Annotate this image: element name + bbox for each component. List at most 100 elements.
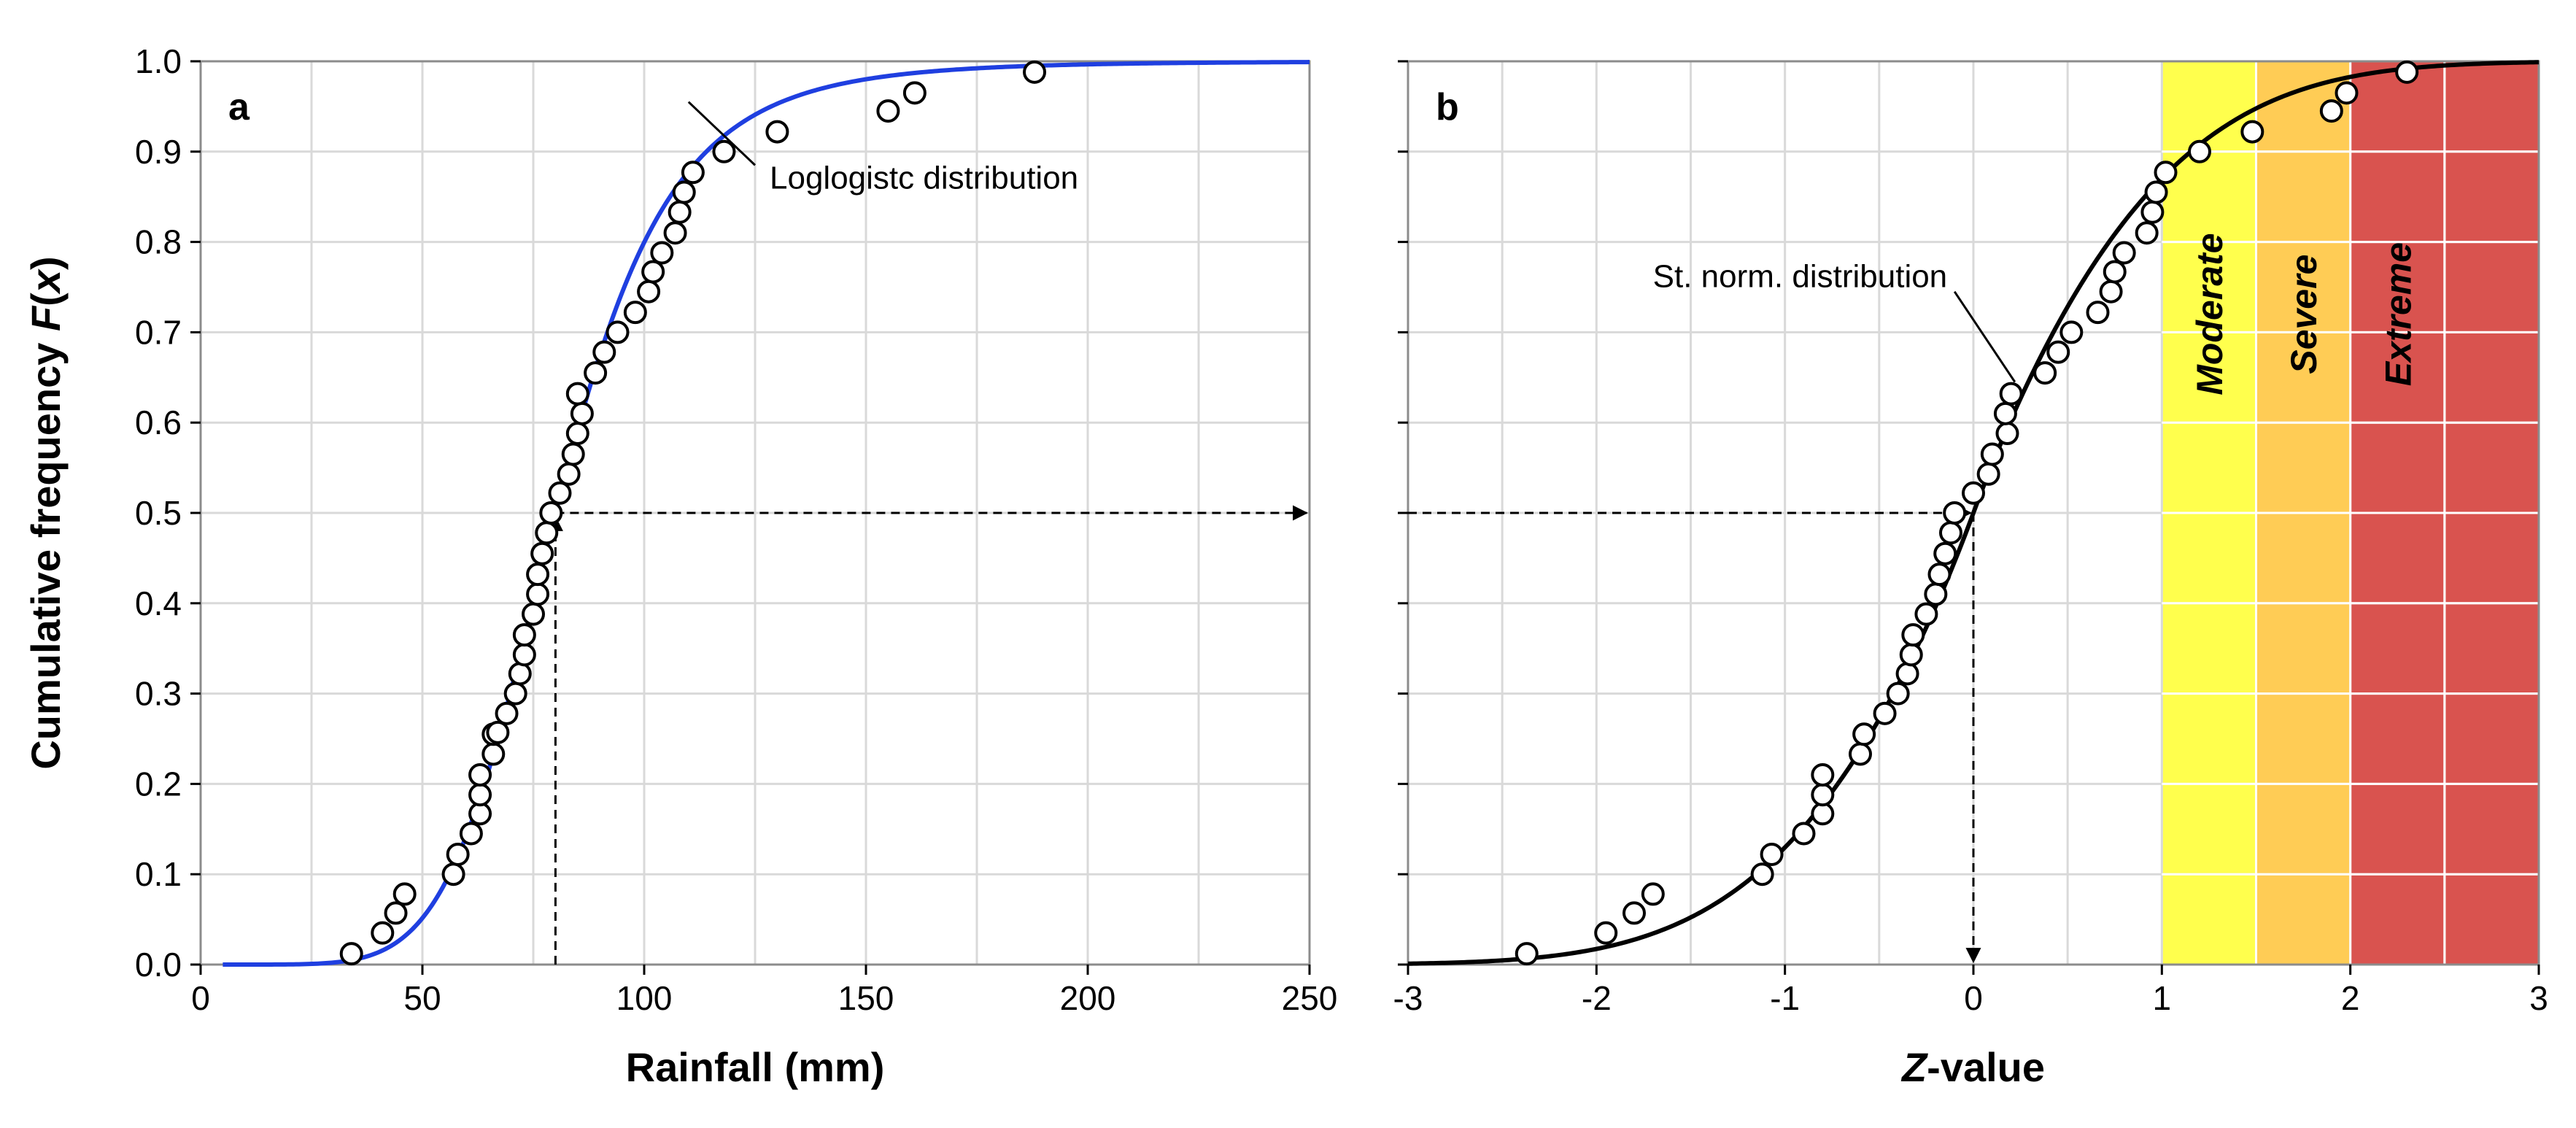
panel-a-observed-point-21 <box>530 541 554 565</box>
panel-b-zone-label-moderate: Moderate <box>2189 233 2230 395</box>
panel-a-x-tick-label-0: 0 <box>191 979 210 1017</box>
panel-a-y-tick-label-6: 0.6 <box>135 403 182 441</box>
panel-b-observed-point-16 <box>1901 623 1925 647</box>
panel-b-observed-point-10 <box>1849 742 1872 766</box>
panel-a-y-axis-title-part-3: x <box>23 268 69 295</box>
panel-b-observed-point-41 <box>2240 120 2264 144</box>
panel-b-zone-label-severe: Severe <box>2283 255 2324 374</box>
panel-b-observed-point-2 <box>1622 901 1646 925</box>
panel-a-observed-point-40 <box>681 161 705 185</box>
panel-b-observed-point-39 <box>2154 161 2178 185</box>
panel-a-observed-point-17 <box>512 623 536 647</box>
panel-b-observed-point-36 <box>2135 221 2159 245</box>
panel-a-observed-point-7 <box>468 802 492 826</box>
panel-a-observed-point-36 <box>650 241 674 265</box>
panel-b-observed-point-5 <box>1760 842 1784 866</box>
panel-a-observed-point-22 <box>535 521 559 545</box>
panel-a-observed-point-31 <box>592 340 616 364</box>
panel-b-panel-letter: b <box>1436 86 1459 128</box>
panel-b-observed-point-44 <box>2395 60 2419 84</box>
panel-a-observed-point-39 <box>672 180 696 204</box>
panel-a-observed-point-14 <box>503 681 527 706</box>
panel-a-observed-point-20 <box>526 563 550 587</box>
panel-a-observed-point-6 <box>459 822 483 846</box>
panel-b-observed-point-6 <box>1792 822 1816 846</box>
panel-a-observed-point-2 <box>384 901 408 925</box>
panel-b-observed-point-32 <box>2086 301 2110 325</box>
panel-a-observed-point-13 <box>495 701 519 725</box>
panel-a-y-tick-label-1: 0.1 <box>135 855 182 893</box>
panel-b-observed-point-30 <box>2046 340 2070 364</box>
panel-a-observed-point-8 <box>468 783 492 807</box>
panel-a-observed-point-29 <box>565 382 589 406</box>
panel-a-observed-point-45 <box>1023 60 1047 84</box>
panel-b-annotation-leader <box>1953 290 2016 383</box>
panel-a-x-tick-label-5: 250 <box>1282 979 1338 1017</box>
panel-b-observed-point-25 <box>1980 442 2004 466</box>
panel-b-observed-point-19 <box>1927 563 1952 587</box>
panel-a-y-tick-label-7: 0.7 <box>135 313 182 351</box>
panel-b-observed-point-9 <box>1811 763 1835 787</box>
panel-b-x-tick-label-0: -3 <box>1393 979 1423 1017</box>
panel-a-observed-point-24 <box>548 481 572 505</box>
panel-a-y-axis-title-part-0: Cumulative frequency <box>23 331 69 770</box>
panel-b-observed-point-27 <box>1993 401 2017 425</box>
panel-b-observed-point-18 <box>1924 582 1948 606</box>
panel-a-observed-point-42 <box>765 120 789 144</box>
panel-b-observed-point-21 <box>1939 521 1962 545</box>
panel-b-observed-point-17 <box>1914 602 1938 626</box>
panel-a-observed-point-38 <box>668 200 692 224</box>
panel-b-observed-point-34 <box>2103 260 2127 284</box>
panel-b-x-axis-title-rest: -value <box>1927 1044 2045 1090</box>
panel-a-observed-point-15 <box>508 662 532 686</box>
panel-a-observed-point-16 <box>512 643 536 667</box>
panel-b-x-tick-label-6: 3 <box>2529 979 2548 1017</box>
panel-b-fitted-curve <box>1407 60 2540 966</box>
panel-a-observed-point-27 <box>565 422 589 446</box>
panel-a-observed-point-28 <box>570 401 594 425</box>
panel-b-observed-point-43 <box>2335 81 2359 105</box>
panel-a-observed-point-4 <box>441 862 465 886</box>
panel-b-observed-point-12 <box>1873 701 1897 725</box>
panel-b-observed-point-8 <box>1811 783 1835 807</box>
panel-a-y-tick-label-9: 0.9 <box>135 133 182 171</box>
panel-a-observed-point-32 <box>606 320 630 344</box>
panel-a-observed-point-44 <box>902 81 927 105</box>
panel-b-observed-point-38 <box>2144 180 2168 204</box>
panel-a-x-tick-label-3: 150 <box>838 979 894 1017</box>
panel-b-observed-point-13 <box>1886 681 1910 706</box>
panel-b-observed-point-15 <box>1899 643 1923 667</box>
panel-a-observed-point-41 <box>712 139 736 163</box>
panel-b-observed-point-35 <box>2112 241 2136 265</box>
panel-a-observed-point-34 <box>637 279 661 304</box>
panel-b-observed-point-37 <box>2140 200 2165 224</box>
panel-b-observed-point-7 <box>1811 802 1835 826</box>
panel-b-observed-point-3 <box>1641 882 1665 906</box>
panel-a-observed-point-30 <box>584 361 608 385</box>
panel-a-observed-point-43 <box>876 99 900 123</box>
panel-b-observed-point-22 <box>1943 501 1967 525</box>
panel-a-panel-letter: a <box>228 86 250 128</box>
panel-a-y-tick-label-10: 1.0 <box>135 42 182 80</box>
panel-b-observed-point-26 <box>1995 422 2019 446</box>
panel-a-y-tick-label-4: 0.4 <box>135 584 182 622</box>
panel-b-observed-point-40 <box>2188 139 2211 163</box>
panel-a-y-axis-title: Cumulative frequency F(x) <box>23 256 69 769</box>
panel-a-observed-point-0 <box>339 942 363 966</box>
panel-a-y-axis-title-part-2: ( <box>23 293 69 306</box>
panel-b-observed-point-4 <box>1750 862 1774 886</box>
panel-a-observed-point-35 <box>641 260 665 284</box>
panel-b-observed-point-14 <box>1895 662 1919 686</box>
panel-a-y-tick-label-2: 0.2 <box>135 765 182 803</box>
panel-b-observed-point-11 <box>1852 722 1876 746</box>
panel-a-x-tick-label-4: 200 <box>1060 979 1116 1017</box>
panel-b-x-axis-title: Z-value <box>1900 1044 2045 1090</box>
panel-a-observed-point-3 <box>392 882 417 906</box>
panel-b-observed-point-0 <box>1515 942 1539 966</box>
panel-a-rainfall-chart: 0 50 100 150 200 250 0.0 0.1 0.2 0.3 0.4 0.5 0.6 0.7 0… <box>23 42 1337 1090</box>
panel-b-observed-point-20 <box>1933 541 1957 565</box>
panel-a-observed-point-19 <box>526 582 550 606</box>
panel-a-observed-point-10 <box>481 742 506 766</box>
panel-a-y-tick-label-8: 0.8 <box>135 223 182 261</box>
